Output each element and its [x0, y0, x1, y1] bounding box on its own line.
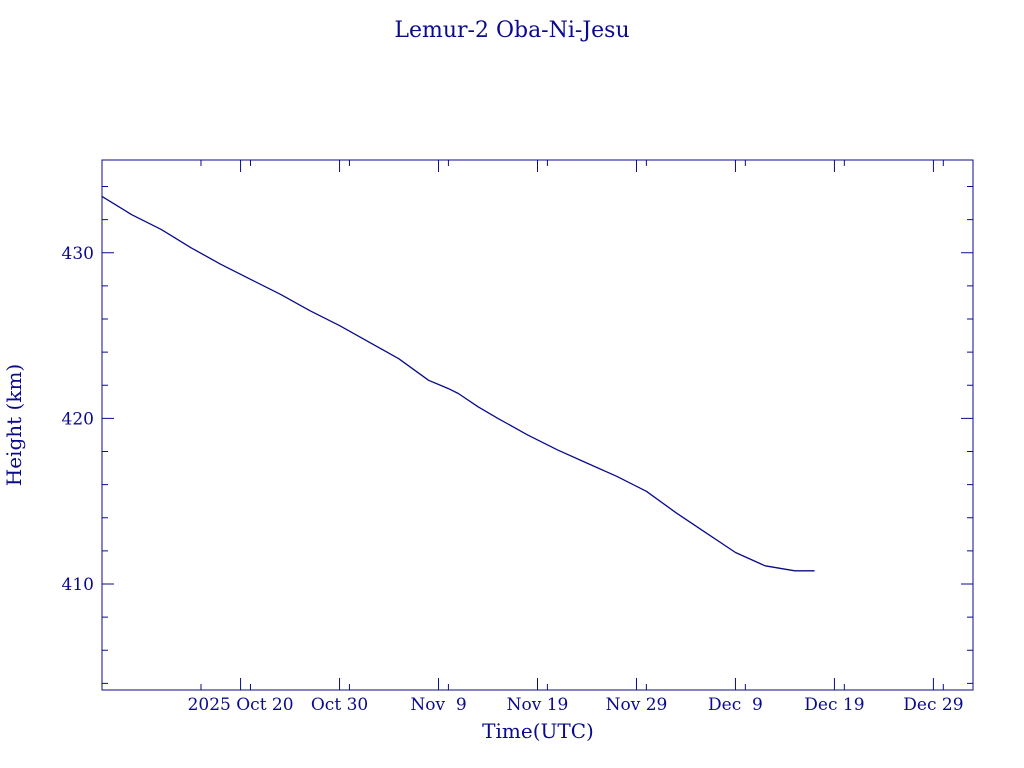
axis-ticks — [102, 160, 973, 690]
series-layer — [101, 195, 815, 572]
x-tick-label: Nov 9 — [410, 695, 466, 715]
y-tick-label: 430 — [62, 244, 94, 264]
tick-labels: 410 420 430 2025 Oct 20 Oct 30 Nov 9 Nov 19 Nov… — [62, 244, 964, 715]
x-tick-label: Dec 29 — [903, 695, 963, 715]
x-tick-label: Oct 30 — [311, 695, 368, 715]
chart-title: Lemur-2 Oba-Ni-Jesu — [394, 18, 629, 43]
height-series-line — [101, 195, 815, 572]
y-tick-label: 410 — [62, 575, 94, 595]
x-axis-label: Time(UTC) — [482, 719, 594, 743]
x-tick-label: Nov 19 — [507, 695, 569, 715]
x-tick-label: Dec 19 — [804, 695, 864, 715]
y-axis-label: Height (km) — [2, 364, 26, 486]
x-tick-label: Dec 9 — [708, 695, 763, 715]
x-tick-label: Nov 29 — [606, 695, 668, 715]
x-tick-label: 2025 Oct 20 — [188, 695, 294, 715]
y-tick-label: 420 — [62, 409, 94, 429]
plot-frame — [101, 159, 974, 691]
